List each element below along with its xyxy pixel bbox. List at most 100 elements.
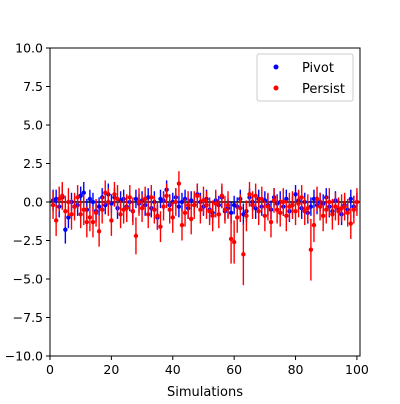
data-point-persist-69 [259, 196, 264, 202]
data-point-persist-28 [133, 233, 139, 239]
data-point-persist-52 [207, 209, 212, 214]
data-point-persist-8 [72, 204, 77, 209]
data-point-persist-12 [84, 219, 90, 225]
data-point-persist-83 [302, 209, 307, 214]
data-point-persist-82 [299, 195, 304, 200]
legend-marker-persist [273, 85, 279, 91]
data-point-persist-66 [250, 202, 255, 208]
data-point-pivot-14 [90, 199, 96, 205]
data-point-persist-41 [173, 199, 179, 205]
data-point-pivot-28 [133, 196, 139, 202]
legend: Pivot Persist [256, 53, 354, 102]
data-point-persist-98 [348, 221, 353, 226]
data-point-persist-67 [253, 193, 258, 199]
data-point-persist-5 [63, 209, 68, 214]
data-point-persist-84 [305, 205, 311, 211]
data-point-persist-96 [342, 204, 347, 209]
data-point-persist-32 [146, 212, 151, 217]
data-point-persist-64 [244, 213, 249, 219]
x-tick-label-40: 40 [165, 362, 181, 377]
data-point-persist-93 [333, 204, 338, 209]
data-point-persist-9 [75, 195, 80, 200]
y-tick-label--2.5: −2.5 [13, 233, 43, 248]
data-point-persist-88 [317, 204, 323, 209]
data-point-persist-47 [192, 202, 197, 208]
data-point-pivot-80 [293, 192, 298, 197]
data-point-persist-62 [238, 205, 243, 211]
data-point-persist-72 [268, 219, 274, 225]
data-point-pivot-86 [311, 196, 317, 202]
y-tick-label--5: −5.0 [13, 272, 43, 287]
data-point-persist-35 [155, 213, 160, 219]
data-point-persist-38 [164, 193, 169, 199]
data-point-persist-16 [96, 229, 102, 234]
data-point-persist-91 [327, 199, 332, 205]
data-point-pivot-98 [348, 196, 353, 202]
data-point-persist-85 [308, 247, 314, 252]
data-point-persist-99 [351, 207, 357, 212]
data-point-persist-17 [99, 207, 105, 212]
data-point-persist-33 [149, 195, 154, 200]
data-point-persist-59 [228, 236, 234, 242]
data-point-persist-77 [284, 213, 289, 219]
data-point-persist-71 [265, 204, 271, 209]
data-point-pivot-43 [179, 199, 185, 205]
data-point-persist-29 [136, 199, 142, 205]
data-point-persist-43 [179, 222, 185, 228]
data-point-persist-44 [182, 210, 188, 215]
data-point-pivot-59 [228, 210, 234, 215]
data-point-persist-51 [204, 202, 209, 208]
legend-label-pivot: Pivot [302, 61, 334, 76]
data-point-persist-48 [195, 193, 200, 199]
data-point-persist-57 [222, 207, 228, 212]
data-point-persist-20 [109, 218, 114, 223]
data-point-persist-89 [320, 213, 326, 219]
data-point-persist-76 [281, 199, 286, 205]
data-point-persist-18 [103, 190, 108, 195]
data-point-persist-39 [167, 207, 172, 212]
data-point-persist-100 [354, 199, 360, 205]
y-tick-label-0: 0.0 [23, 195, 43, 210]
data-point-persist-55 [216, 212, 222, 217]
data-point-persist-74 [274, 207, 280, 212]
data-point-pivot-6 [66, 215, 71, 220]
legend-frame [256, 53, 354, 102]
legend-marker-pivot [273, 64, 279, 70]
data-point-persist-25 [124, 205, 129, 211]
data-point-persist-79 [290, 202, 295, 208]
y-tick-label--10: −10.0 [5, 349, 43, 364]
x-tick-label-0: 0 [46, 362, 54, 377]
x-tick-label-20: 20 [103, 362, 119, 377]
data-point-persist-58 [225, 202, 231, 208]
legend-label-persist: Persist [302, 82, 345, 97]
data-point-persist-42 [176, 181, 182, 186]
data-point-persist-50 [201, 198, 206, 203]
data-point-pivot-11 [81, 190, 86, 195]
data-point-persist-26 [127, 195, 133, 200]
y-tick-label-7.5: 7.5 [23, 79, 43, 94]
data-point-persist-46 [188, 216, 194, 222]
data-point-persist-11 [81, 207, 86, 212]
data-point-persist-94 [336, 209, 341, 214]
y-tick-label-2.5: 2.5 [23, 156, 43, 171]
data-point-pivot-46 [188, 198, 194, 203]
data-point-persist-80 [293, 209, 298, 214]
data-point-persist-4 [60, 193, 65, 199]
plot-area [50, 171, 360, 286]
y-tick-label--7.5: −7.5 [13, 310, 43, 325]
data-point-pivot-13 [87, 196, 93, 202]
data-point-persist-19 [106, 199, 111, 205]
data-point-persist-81 [296, 201, 301, 206]
data-point-persist-49 [198, 207, 203, 212]
data-point-persist-21 [112, 192, 117, 197]
x-tick-label-60: 60 [226, 362, 242, 377]
x-tick-label-80: 80 [288, 362, 304, 377]
y-tick-label-10: 10.0 [15, 41, 43, 56]
data-point-persist-3 [57, 196, 62, 202]
data-point-persist-36 [158, 224, 163, 229]
series-persist [50, 171, 360, 286]
data-point-persist-97 [345, 210, 350, 215]
data-point-persist-65 [247, 192, 252, 197]
data-point-persist-6 [66, 199, 71, 205]
data-point-persist-68 [256, 209, 261, 214]
